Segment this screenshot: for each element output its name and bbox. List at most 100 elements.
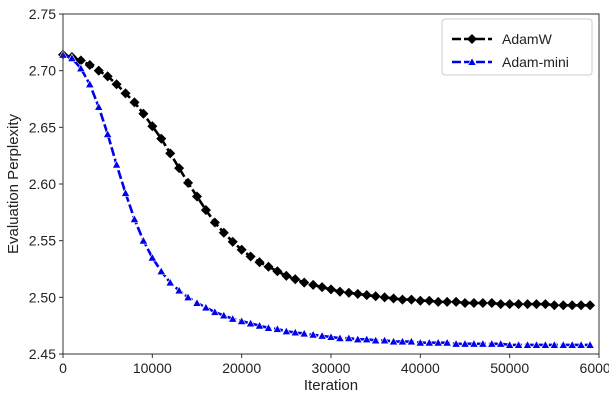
data-point-adam-mini — [567, 340, 577, 349]
data-point-adam-mini — [335, 333, 345, 342]
data-point-adamw — [272, 266, 283, 277]
data-point-adam-mini — [290, 327, 300, 337]
data-point-adam-mini — [67, 53, 77, 62]
data-point-adamw — [334, 286, 345, 297]
data-point-adamw — [165, 148, 176, 159]
data-point-adamw — [352, 288, 363, 299]
data-point-adamw — [504, 299, 515, 310]
data-point-adam-mini — [415, 337, 426, 347]
data-point-adamw — [245, 251, 256, 262]
data-point-adam-mini — [353, 334, 363, 343]
y-tick-label: 2.55 — [29, 233, 56, 249]
data-point-adam-mini — [549, 340, 560, 349]
data-point-adamw — [156, 133, 167, 144]
data-point-adamw — [191, 191, 203, 202]
y-axis-title: Evaluation Perplexity — [5, 113, 22, 254]
data-point-adamw — [263, 261, 274, 272]
data-point-adamw — [477, 297, 488, 309]
x-axis-title: Iteration — [304, 377, 358, 394]
data-point-adamw — [379, 292, 390, 303]
data-point-adamw — [218, 227, 229, 238]
data-point-adamw — [585, 300, 596, 311]
data-point-adamw — [522, 299, 533, 310]
data-point-adam-mini — [129, 214, 140, 223]
data-point-adam-mini — [219, 310, 229, 320]
ticks-layer: 0 10000 20000 30000 40000 50000 60000 2.45 2.50 2… — [29, 6, 609, 376]
data-point-adam-mini — [496, 338, 506, 348]
data-point-adam-mini — [183, 292, 193, 301]
data-point-adamw — [147, 121, 158, 132]
data-point-adam-mini — [370, 335, 381, 345]
data-point-adam-mini — [558, 340, 568, 349]
data-point-adamw — [129, 97, 140, 108]
data-point-adamw — [281, 270, 292, 281]
data-point-adam-mini — [460, 338, 470, 348]
data-point-adamw — [120, 88, 131, 99]
data-point-adamw — [415, 295, 426, 306]
data-point-adam-mini — [531, 340, 542, 349]
legend-label-adam-mini: Adam-mini — [502, 54, 569, 70]
data-point-adam-mini — [513, 340, 524, 349]
y-tick-label: 2.75 — [29, 6, 56, 22]
data-point-adamw — [325, 284, 337, 295]
data-point-adam-mini — [317, 331, 327, 340]
data-point-adam-mini — [308, 329, 318, 339]
data-point-adamw — [406, 294, 417, 305]
data-point-adam-mini — [138, 235, 149, 245]
data-point-adam-mini — [442, 337, 452, 347]
data-point-adamw — [424, 295, 435, 306]
data-point-adam-mini — [451, 338, 461, 348]
series-adam-mini — [58, 49, 595, 349]
data-point-adamw — [84, 59, 95, 71]
data-point-adamw — [236, 244, 247, 255]
data-point-adam-mini — [540, 340, 551, 349]
data-point-adamw — [93, 65, 104, 76]
data-point-adam-mini — [406, 336, 417, 346]
data-point-adam-mini — [469, 338, 479, 348]
data-point-adam-mini — [362, 334, 372, 343]
data-point-adam-mini — [388, 336, 399, 346]
data-point-adam-mini — [102, 129, 113, 138]
data-point-adamw — [308, 279, 319, 290]
data-point-adamw — [361, 290, 372, 301]
data-point-adam-mini — [272, 324, 283, 333]
data-point-adamw — [459, 297, 471, 309]
series-layer — [57, 49, 596, 349]
data-point-adam-mini — [281, 326, 292, 335]
data-point-adam-mini — [397, 336, 408, 346]
data-point-adamw — [433, 296, 444, 307]
x-tick-label: 60000 — [580, 360, 609, 376]
data-point-adam-mini — [585, 340, 595, 349]
y-tick-label: 2.70 — [29, 63, 56, 79]
data-point-adam-mini — [201, 302, 211, 312]
data-point-adam-mini — [487, 338, 497, 348]
data-point-adam-mini — [254, 320, 265, 330]
x-tick-label: 40000 — [401, 360, 440, 376]
data-point-adamw — [317, 282, 328, 293]
data-point-adamw — [576, 300, 587, 311]
x-tick-label: 50000 — [490, 360, 529, 376]
data-point-adam-mini — [94, 102, 104, 111]
data-point-adam-mini — [236, 316, 247, 325]
y-tick-label: 2.60 — [29, 176, 56, 192]
legend-entries — [452, 33, 492, 66]
data-point-adam-mini — [85, 79, 95, 88]
legend-label-adamw: AdamW — [502, 31, 553, 47]
data-point-adam-mini — [379, 335, 390, 345]
y-tick-label: 2.50 — [29, 289, 56, 305]
data-point-adamw — [343, 287, 354, 298]
data-point-adamw — [540, 299, 551, 310]
series-adamw — [57, 49, 596, 311]
data-point-adamw — [138, 108, 149, 119]
data-point-adam-mini — [299, 328, 309, 338]
data-point-adam-mini — [228, 314, 238, 323]
legend: AdamW Adam-mini — [441, 18, 593, 76]
data-point-adam-mini — [245, 318, 256, 328]
data-point-adamw — [495, 299, 506, 310]
data-point-adamw — [200, 205, 211, 216]
data-point-adamw — [513, 299, 524, 310]
data-point-adam-mini — [326, 332, 336, 341]
data-point-adam-mini — [344, 333, 354, 342]
legend-marker-adamw — [466, 33, 478, 45]
